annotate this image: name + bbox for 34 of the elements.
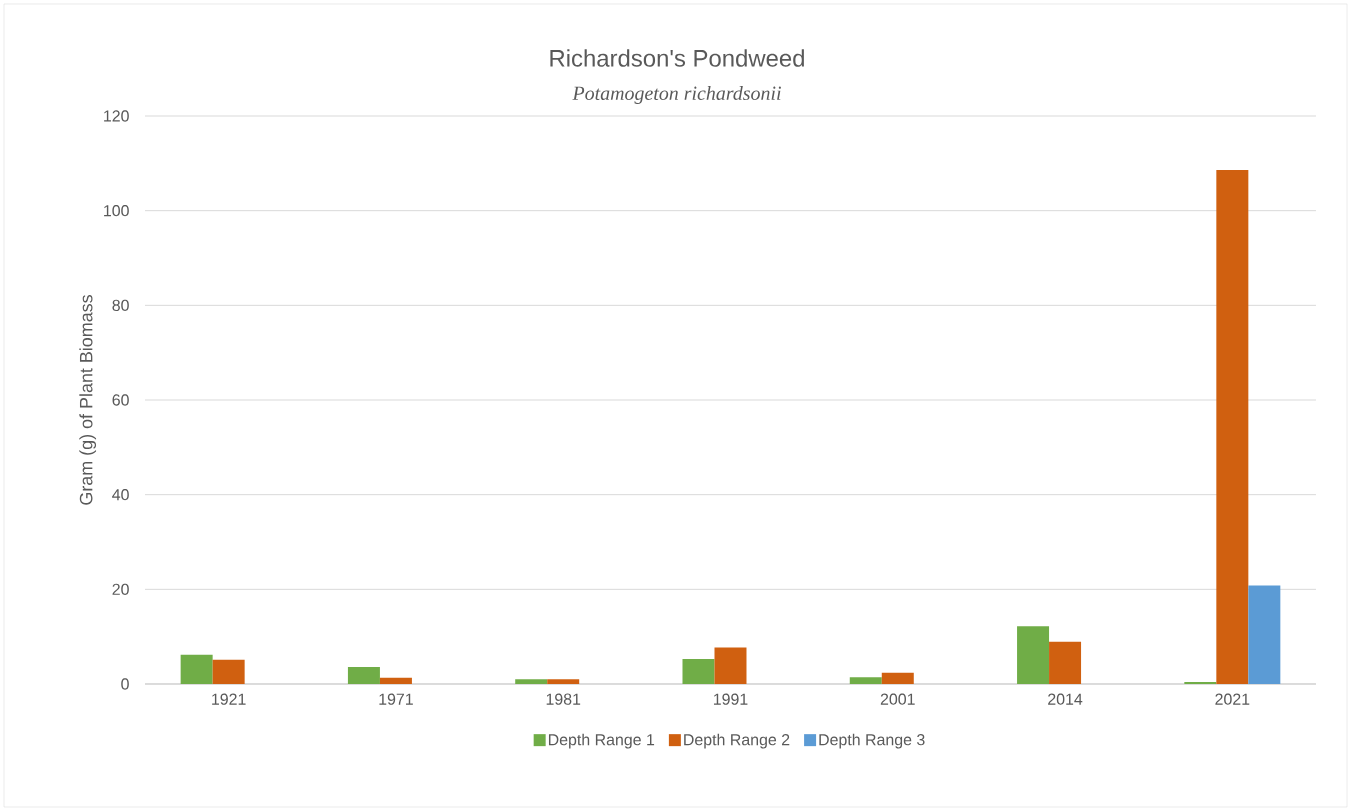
y-tick-label: 100 bbox=[104, 205, 129, 217]
y-tick-label: 120 bbox=[104, 110, 129, 122]
bar bbox=[379, 677, 412, 684]
bar bbox=[515, 679, 548, 684]
x-tick-label: 2001 bbox=[880, 693, 915, 705]
y-tick-label: 20 bbox=[112, 583, 129, 595]
x-tick-label: 1921 bbox=[212, 693, 246, 705]
y-tick-label: 60 bbox=[112, 394, 129, 406]
bar bbox=[1248, 585, 1281, 684]
bar bbox=[881, 672, 914, 684]
y-tick-label: 40 bbox=[112, 489, 129, 501]
legend-label: Depth Range 1 bbox=[548, 733, 655, 749]
x-tick-label: 1991 bbox=[713, 693, 748, 705]
bar bbox=[1017, 626, 1050, 684]
bar bbox=[347, 666, 380, 684]
legend-label: Depth Range 2 bbox=[684, 733, 790, 749]
chart-subtitle: Potamogeton richardsonii bbox=[572, 85, 781, 105]
legend-label: Depth Range 3 bbox=[819, 733, 925, 749]
y-tick-label: 80 bbox=[112, 299, 129, 311]
bar bbox=[714, 647, 747, 684]
chart-title: Richardson's Pondweed bbox=[550, 49, 804, 67]
bar bbox=[1216, 169, 1249, 684]
x-tick-label: 2021 bbox=[1215, 693, 1250, 705]
bar bbox=[1049, 641, 1082, 684]
bar bbox=[212, 659, 245, 684]
bar bbox=[849, 677, 882, 684]
bar bbox=[547, 679, 580, 684]
bar bbox=[682, 658, 715, 684]
x-tick-label: 1981 bbox=[546, 693, 581, 705]
y-axis-title: Gram (g) of Plant Biomass bbox=[79, 295, 97, 505]
bar bbox=[180, 654, 213, 684]
x-tick-label: 2014 bbox=[1048, 693, 1083, 705]
y-tick-label: 0 bbox=[121, 678, 129, 690]
x-tick-label: 1971 bbox=[379, 693, 413, 705]
